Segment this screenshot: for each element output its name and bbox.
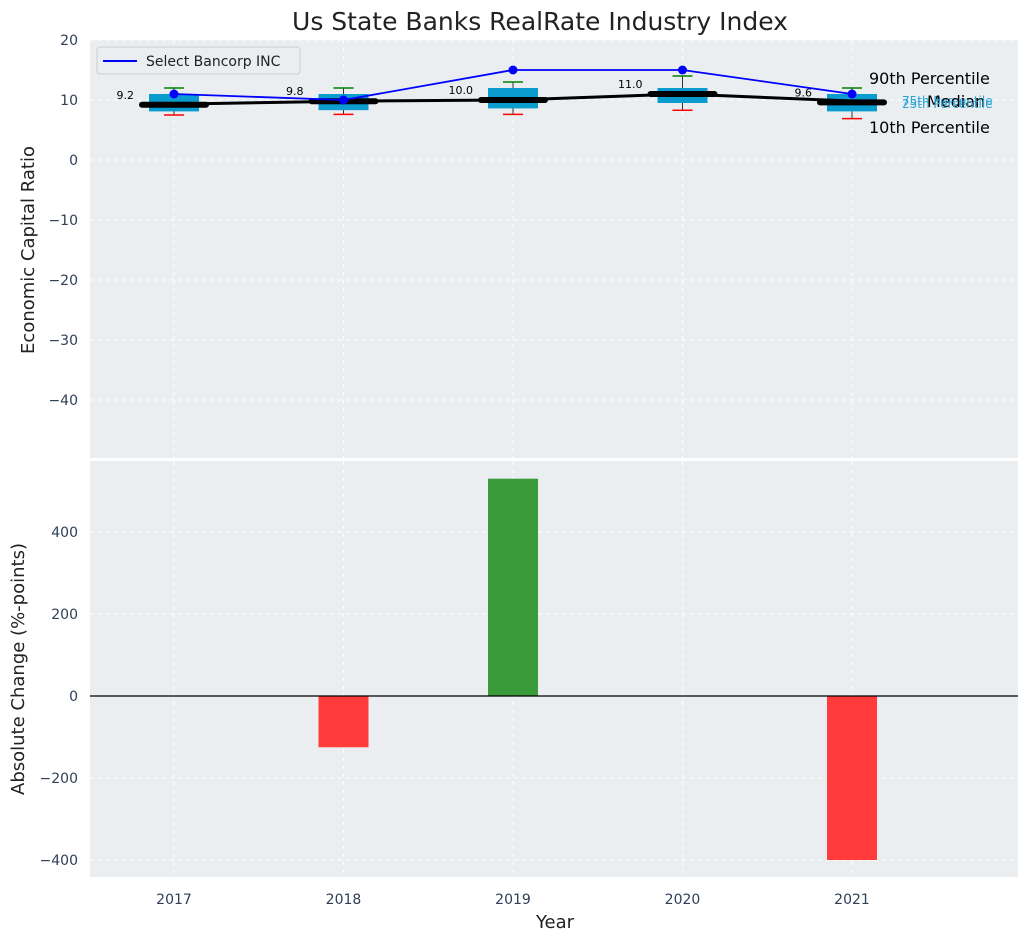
annotation-median: Median: [927, 92, 985, 111]
annotation-75th-percentile: 75th Percentile: [902, 94, 993, 108]
bottom-y-tick-labels: 400 200 0 −200 −400: [40, 525, 78, 869]
top-y-tick-label: 10: [60, 93, 78, 109]
x-axis-label: Year: [535, 912, 575, 933]
x-tick-label: 2018: [326, 892, 362, 908]
bottom-plot-area: [90, 461, 1018, 877]
change-bar: [488, 478, 538, 696]
bottom-y-tick-label: −400: [40, 853, 78, 869]
bottom-y-tick-label: 200: [51, 607, 78, 623]
top-y-tick-label: −10: [48, 213, 78, 229]
bottom-y-axis-label: Absolute Change (%-points): [8, 543, 29, 795]
annotation-25th-percentile: 25th Percentile: [902, 97, 993, 111]
annotation-90th-percentile: 90th Percentile: [869, 69, 990, 88]
legend: Select Bancorp INC: [96, 46, 301, 75]
legend-label: Select Bancorp INC: [146, 54, 281, 70]
top-y-tick-label: 0: [69, 153, 78, 169]
series-point: [508, 65, 518, 75]
x-tick-label: 2020: [665, 892, 701, 908]
median-value-label: 9.8: [286, 85, 304, 98]
change-bar: [827, 696, 877, 860]
top-y-tick-label: −40: [48, 393, 78, 409]
median-trend-line: [141, 92, 885, 107]
top-y-axis-label: Economic Capital Ratio: [18, 146, 39, 354]
x-tick-label: 2021: [834, 892, 870, 908]
median-value-label: 10.0: [449, 84, 474, 97]
series-point: [847, 89, 857, 99]
chart-title: Us State Banks RealRate Industry Index: [292, 7, 788, 36]
percentile-annotations: 90th Percentile 75th Percentile Median 2…: [869, 69, 993, 137]
top-y-tick-label: −20: [48, 273, 78, 289]
x-tick-label: 2019: [495, 892, 531, 908]
series-line-group: [169, 65, 857, 105]
change-bars: [318, 478, 877, 860]
x-tick-label: 2017: [156, 892, 192, 908]
top-y-tick-labels: 20 10 0 −10 −20 −30 −40: [48, 33, 78, 409]
bottom-y-tick-label: −200: [40, 771, 78, 787]
median-value-label: 11.0: [618, 78, 643, 91]
series-point: [339, 95, 348, 105]
series-point: [678, 65, 687, 75]
bottom-y-tick-label: 400: [51, 525, 78, 541]
legend-box: [96, 46, 301, 75]
x-tick-labels: 2017 2018 2019 2020 2021: [156, 892, 870, 908]
series-point: [169, 89, 179, 99]
median-value-label: 9.2: [117, 89, 135, 102]
bottom-y-tick-label: 0: [69, 689, 78, 705]
top-y-tick-label: 20: [60, 33, 78, 49]
median-line-group: [141, 92, 885, 107]
change-bar: [318, 696, 369, 748]
top-y-tick-label: −30: [48, 333, 78, 349]
annotation-10th-percentile: 10th Percentile: [869, 118, 990, 137]
median-value-label: 9.6: [795, 86, 813, 99]
